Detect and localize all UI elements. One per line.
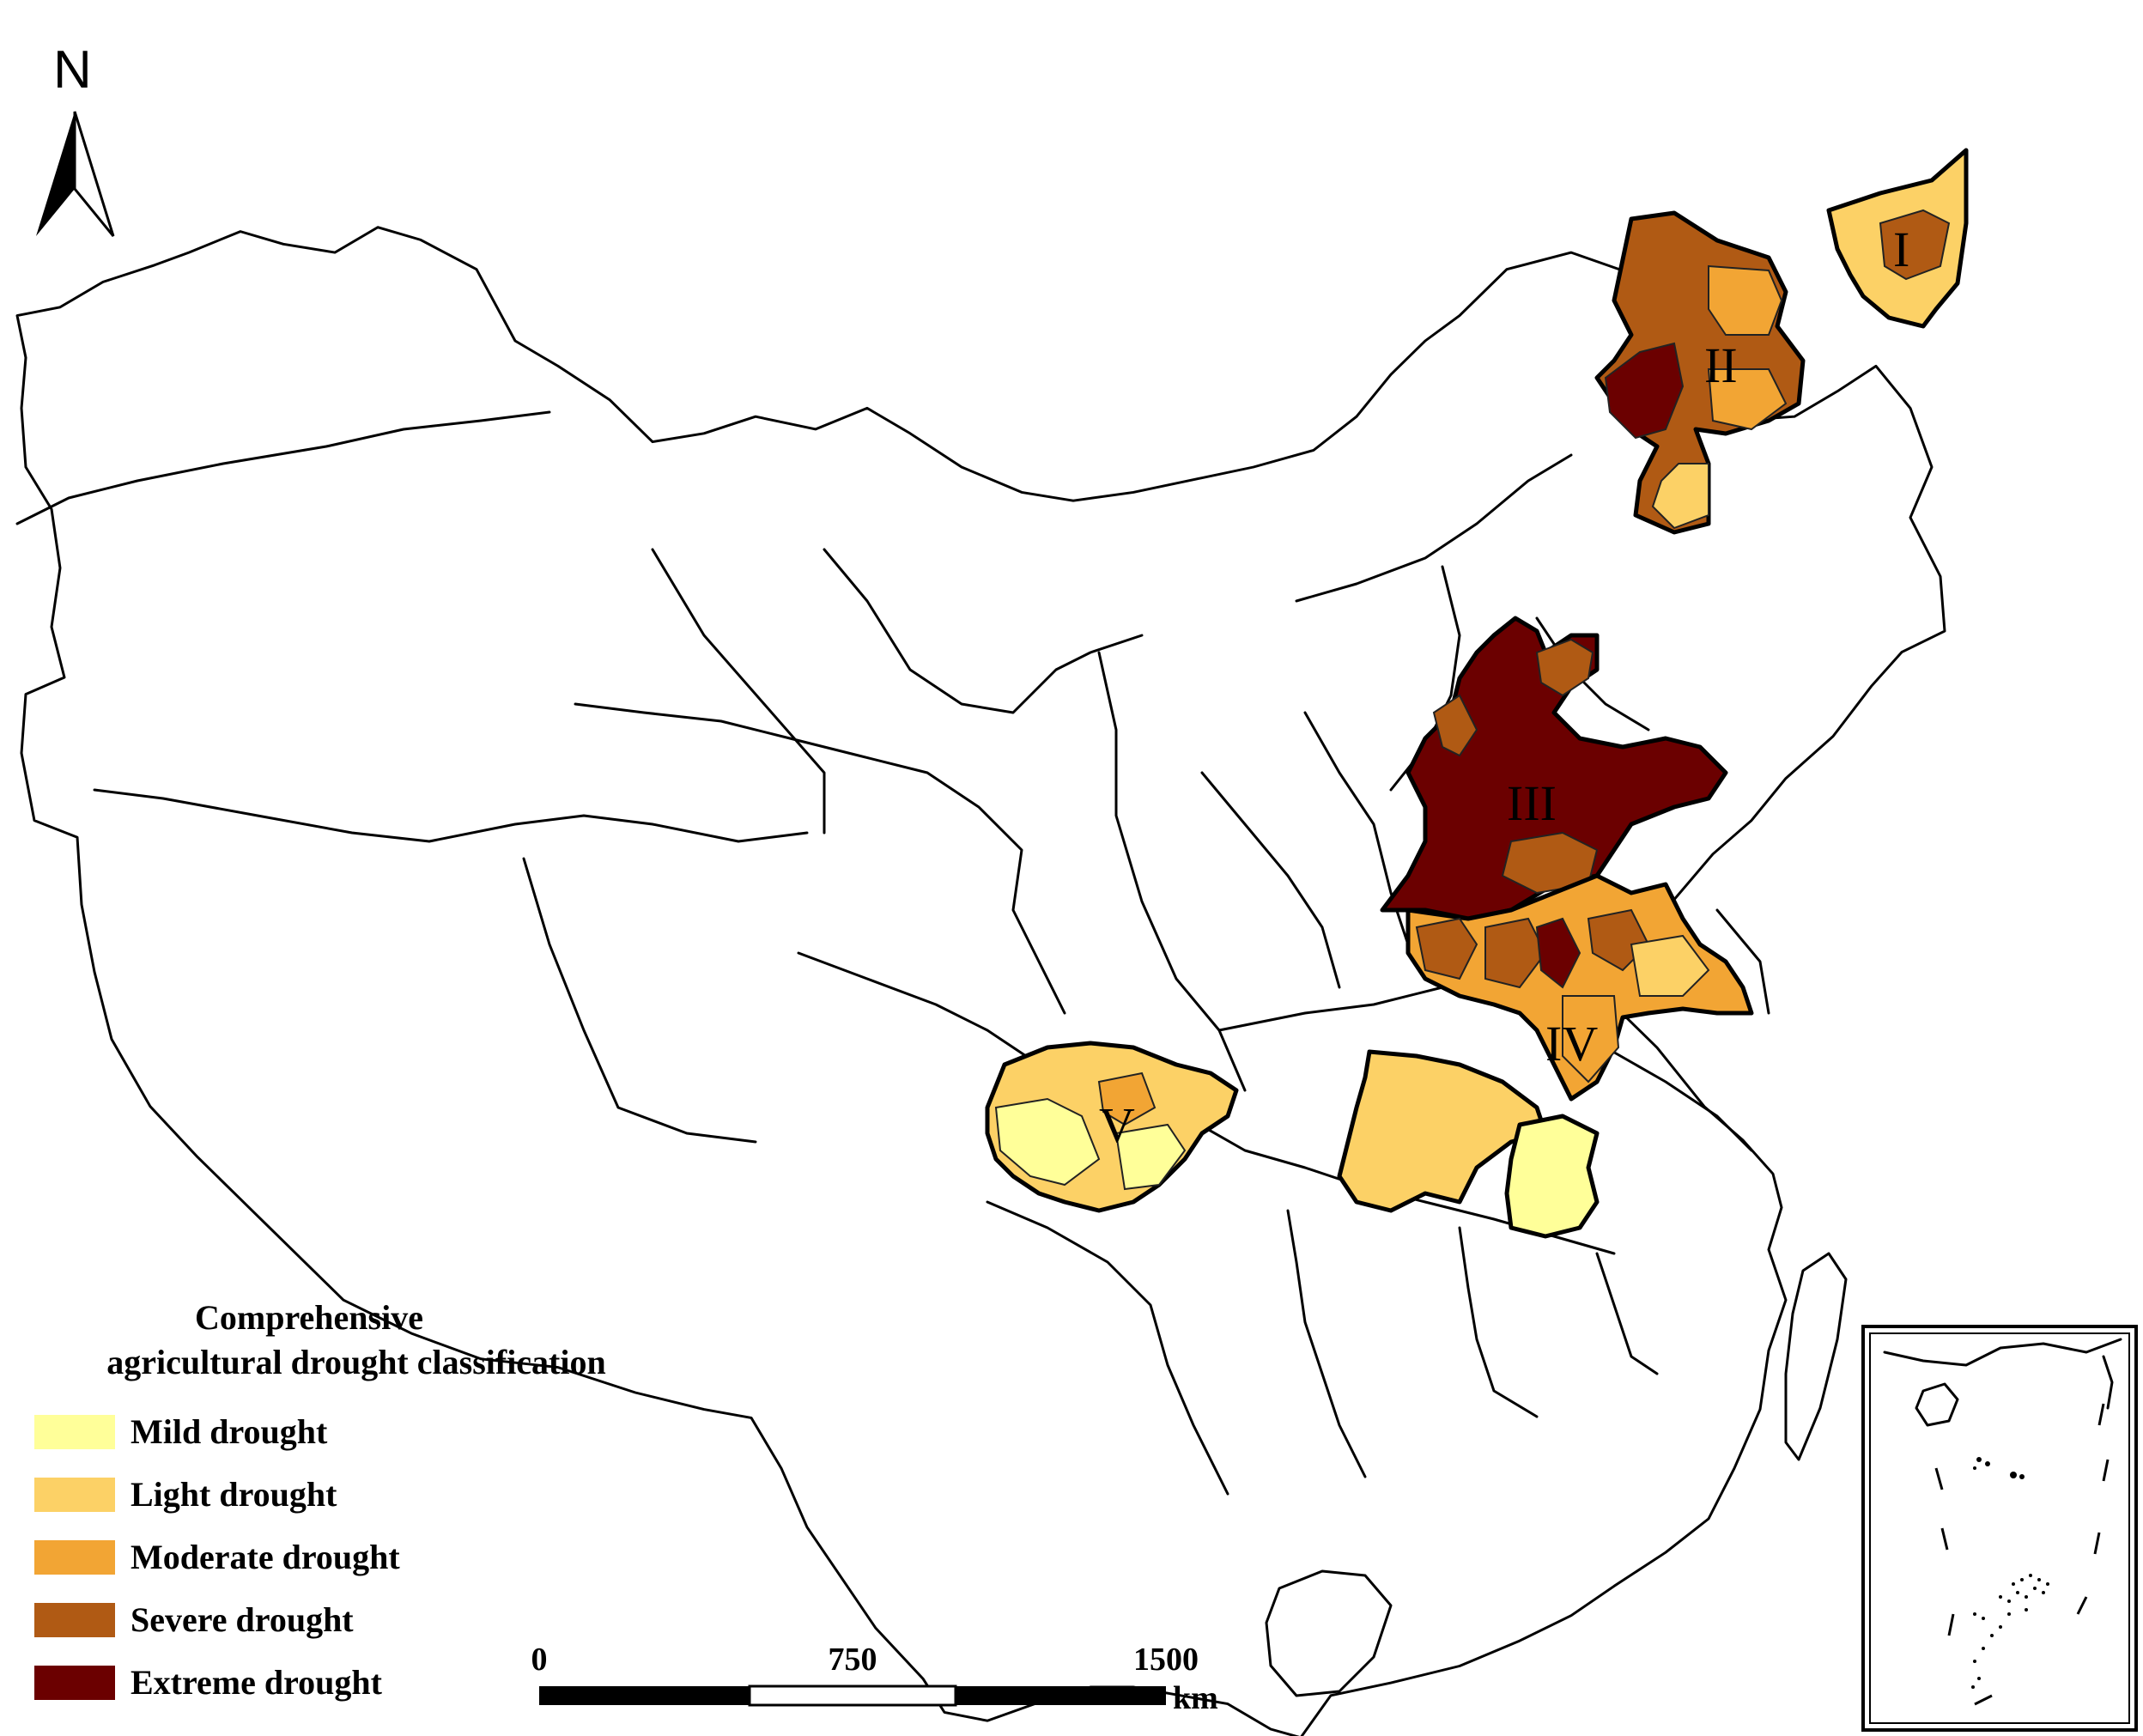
scale-tick-750: 750 <box>829 1642 877 1678</box>
legend-label: Mild drought <box>131 1412 328 1451</box>
scale-tick-0: 0 <box>531 1642 548 1678</box>
zone-label-i: I <box>1893 222 1909 277</box>
zone-iii: III <box>1380 616 1728 921</box>
hainan-island <box>1265 1569 1393 1697</box>
legend-swatch <box>34 1478 115 1512</box>
legend: Comprehensive agricultural drought class… <box>34 1298 606 1702</box>
zone-label-v: V <box>1099 1097 1135 1153</box>
scale-seg-2 <box>748 1684 957 1707</box>
scale-seg-1 <box>539 1686 750 1705</box>
zone-label-iii: III <box>1507 775 1557 831</box>
legend-label: Extreme drought <box>131 1663 383 1702</box>
scale-tick-1500: 1500 <box>1133 1642 1199 1678</box>
legend-label: Severe drought <box>131 1600 354 1639</box>
taiwan-island <box>1784 1252 1848 1461</box>
zone-ii: II <box>1594 210 1806 535</box>
inset-frame-inner <box>1869 1332 2130 1724</box>
inset-islands <box>1971 1457 2049 1689</box>
inset-dashes <box>1934 1403 2110 1706</box>
legend-title-line2: agricultural drought classification <box>106 1343 605 1381</box>
legend-swatch <box>34 1603 115 1637</box>
zone-label-iv: IV <box>1545 1016 1598 1071</box>
inset-map <box>1861 1325 2138 1732</box>
country-outline <box>15 226 1946 1736</box>
north-letter: N <box>53 40 92 100</box>
north-arrow: N <box>36 40 115 237</box>
scale-seg-3 <box>956 1686 1166 1705</box>
legend-swatch <box>34 1540 115 1575</box>
legend-label: Light drought <box>131 1475 337 1514</box>
inset-frame-outer <box>1861 1325 2138 1732</box>
zone-v: V <box>985 1041 1239 1213</box>
inset-taiwan <box>2102 1355 2114 1410</box>
zone-iv-south <box>1337 1049 1600 1239</box>
scale-unit: km <box>1173 1680 1218 1716</box>
zone-i: I <box>1826 148 1969 329</box>
zone-iv: IV <box>1405 873 1754 1102</box>
legend-swatch <box>34 1415 115 1449</box>
north-arrow-right <box>73 111 115 237</box>
legend-title-line1: Comprehensive <box>195 1298 423 1337</box>
north-arrow-left <box>36 112 75 236</box>
scale-bar: 0 750 1500 km <box>531 1642 1218 1716</box>
inset-hainan <box>1915 1382 1959 1427</box>
zone-label-ii: II <box>1704 337 1738 393</box>
legend-label: Moderate drought <box>131 1538 400 1576</box>
legend-swatch <box>34 1666 115 1700</box>
inset-coastline <box>1883 1338 2122 1367</box>
